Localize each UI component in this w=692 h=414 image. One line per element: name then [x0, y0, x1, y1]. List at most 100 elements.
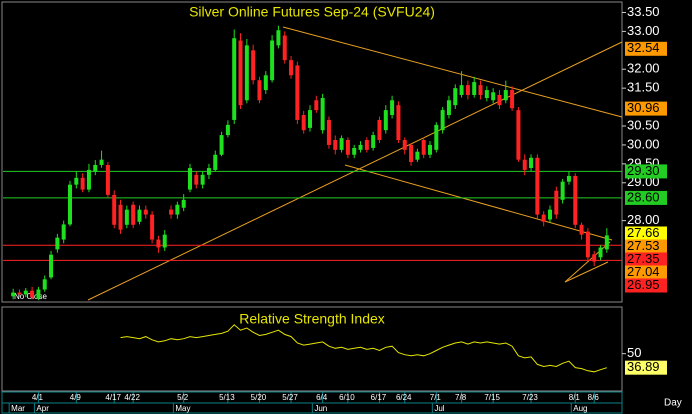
candle-body — [282, 35, 287, 61]
candle-body — [137, 209, 142, 222]
candle-body — [131, 204, 136, 225]
y-tick-label: 30.00 — [627, 136, 660, 151]
candle-body — [270, 40, 275, 81]
candle-body — [326, 119, 331, 145]
candle-body — [308, 110, 312, 128]
candle-body — [200, 174, 205, 185]
candle-body — [459, 85, 464, 95]
y-tick-label: 32.00 — [627, 61, 660, 76]
candle-body — [592, 254, 597, 262]
x-axis-label: Day — [664, 398, 682, 409]
candle-body — [118, 204, 123, 230]
marker-label: 27.35 — [627, 251, 660, 266]
candle-body — [206, 168, 211, 175]
y-tick-label: 31.50 — [627, 80, 660, 95]
candle-body — [232, 38, 237, 120]
chart-title: Silver Online Futures Sep-24 (SVFU24) — [189, 4, 435, 20]
rsi-line — [120, 324, 607, 373]
candle-body — [263, 75, 268, 91]
candle-body — [377, 119, 382, 141]
candle-body — [219, 135, 224, 155]
candle-body — [579, 224, 584, 235]
candle-body — [352, 147, 357, 155]
candle-body — [428, 144, 432, 155]
x-tick-label: 5/20 — [251, 393, 267, 402]
x-month-label: Apr — [36, 404, 49, 413]
candle-body — [36, 289, 41, 299]
marker-badge — [625, 252, 667, 267]
candle-body — [68, 184, 72, 225]
candle-body — [251, 50, 256, 81]
candle-body — [548, 209, 552, 220]
candle-body — [23, 290, 28, 295]
candle-body — [320, 97, 325, 131]
candle-body — [409, 144, 414, 162]
x-tick-label: 8/1 — [569, 393, 581, 402]
candle-body — [49, 254, 54, 278]
marker-badge — [625, 265, 667, 280]
x-tick-label: 7/1 — [430, 393, 442, 402]
candle-body — [402, 140, 407, 150]
candle-body — [257, 80, 262, 101]
trend-line — [344, 164, 613, 241]
marker-label: 30.96 — [627, 100, 660, 115]
candle-body — [244, 45, 249, 101]
candle-body — [421, 140, 426, 155]
candle-body — [30, 290, 35, 298]
candle-body — [465, 85, 470, 95]
candle-body — [472, 82, 477, 95]
x-month-label: May — [175, 404, 190, 413]
x-month-label: Aug — [573, 404, 587, 413]
marker-badge — [625, 278, 667, 293]
price-panel — [1, 1, 623, 303]
marker-badge — [625, 190, 667, 205]
candle-body — [124, 209, 129, 225]
marker-label: 26.95 — [627, 277, 660, 292]
candle-body — [143, 209, 148, 215]
candle-body — [573, 175, 578, 225]
candle-body — [99, 159, 104, 165]
x-tick-label: 7/15 — [484, 393, 500, 402]
candle-body — [238, 40, 243, 106]
candle-body — [510, 90, 515, 109]
candle-body — [213, 154, 218, 170]
candle-body — [497, 94, 502, 106]
y-tick-label: 30.50 — [627, 117, 660, 132]
candle-body — [112, 194, 117, 225]
candle-body — [453, 88, 458, 106]
candle-body — [93, 164, 98, 172]
candle-body — [295, 65, 300, 120]
trend-line — [282, 26, 623, 118]
candle-body — [541, 214, 546, 222]
candle-body — [522, 159, 527, 170]
candle-body — [225, 124, 230, 136]
x-tick-label: 6/17 — [371, 393, 387, 402]
candle-body — [371, 135, 376, 148]
x-tick-label: 7/8 — [455, 393, 467, 402]
x-month-label: Jul — [434, 404, 444, 413]
candle-body — [74, 177, 79, 185]
candle-body — [434, 124, 439, 150]
candle-body — [61, 224, 66, 240]
candle-body — [42, 279, 47, 290]
marker-badge — [625, 239, 667, 254]
x-tick-label: 4/9 — [70, 393, 82, 402]
marker-label: 32.54 — [627, 40, 660, 55]
candle-body — [484, 90, 489, 98]
candle-body — [169, 209, 174, 215]
marker-label: 27.04 — [627, 264, 660, 279]
candle-body — [598, 247, 603, 258]
candle-body — [276, 30, 281, 46]
x-tick-label: 6/10 — [339, 393, 355, 402]
candle-body — [194, 174, 199, 185]
x-tick-label: 6/4 — [316, 393, 328, 402]
marker-label: 27.53 — [627, 238, 660, 253]
marker-label: 28.60 — [627, 189, 660, 204]
y-tick-label: 28.00 — [627, 212, 660, 227]
marker-badge — [625, 164, 667, 179]
candle-body — [446, 100, 451, 116]
x-tick-label: 4/17 — [105, 393, 121, 402]
candle-body — [301, 115, 306, 131]
candle-body — [364, 140, 369, 150]
